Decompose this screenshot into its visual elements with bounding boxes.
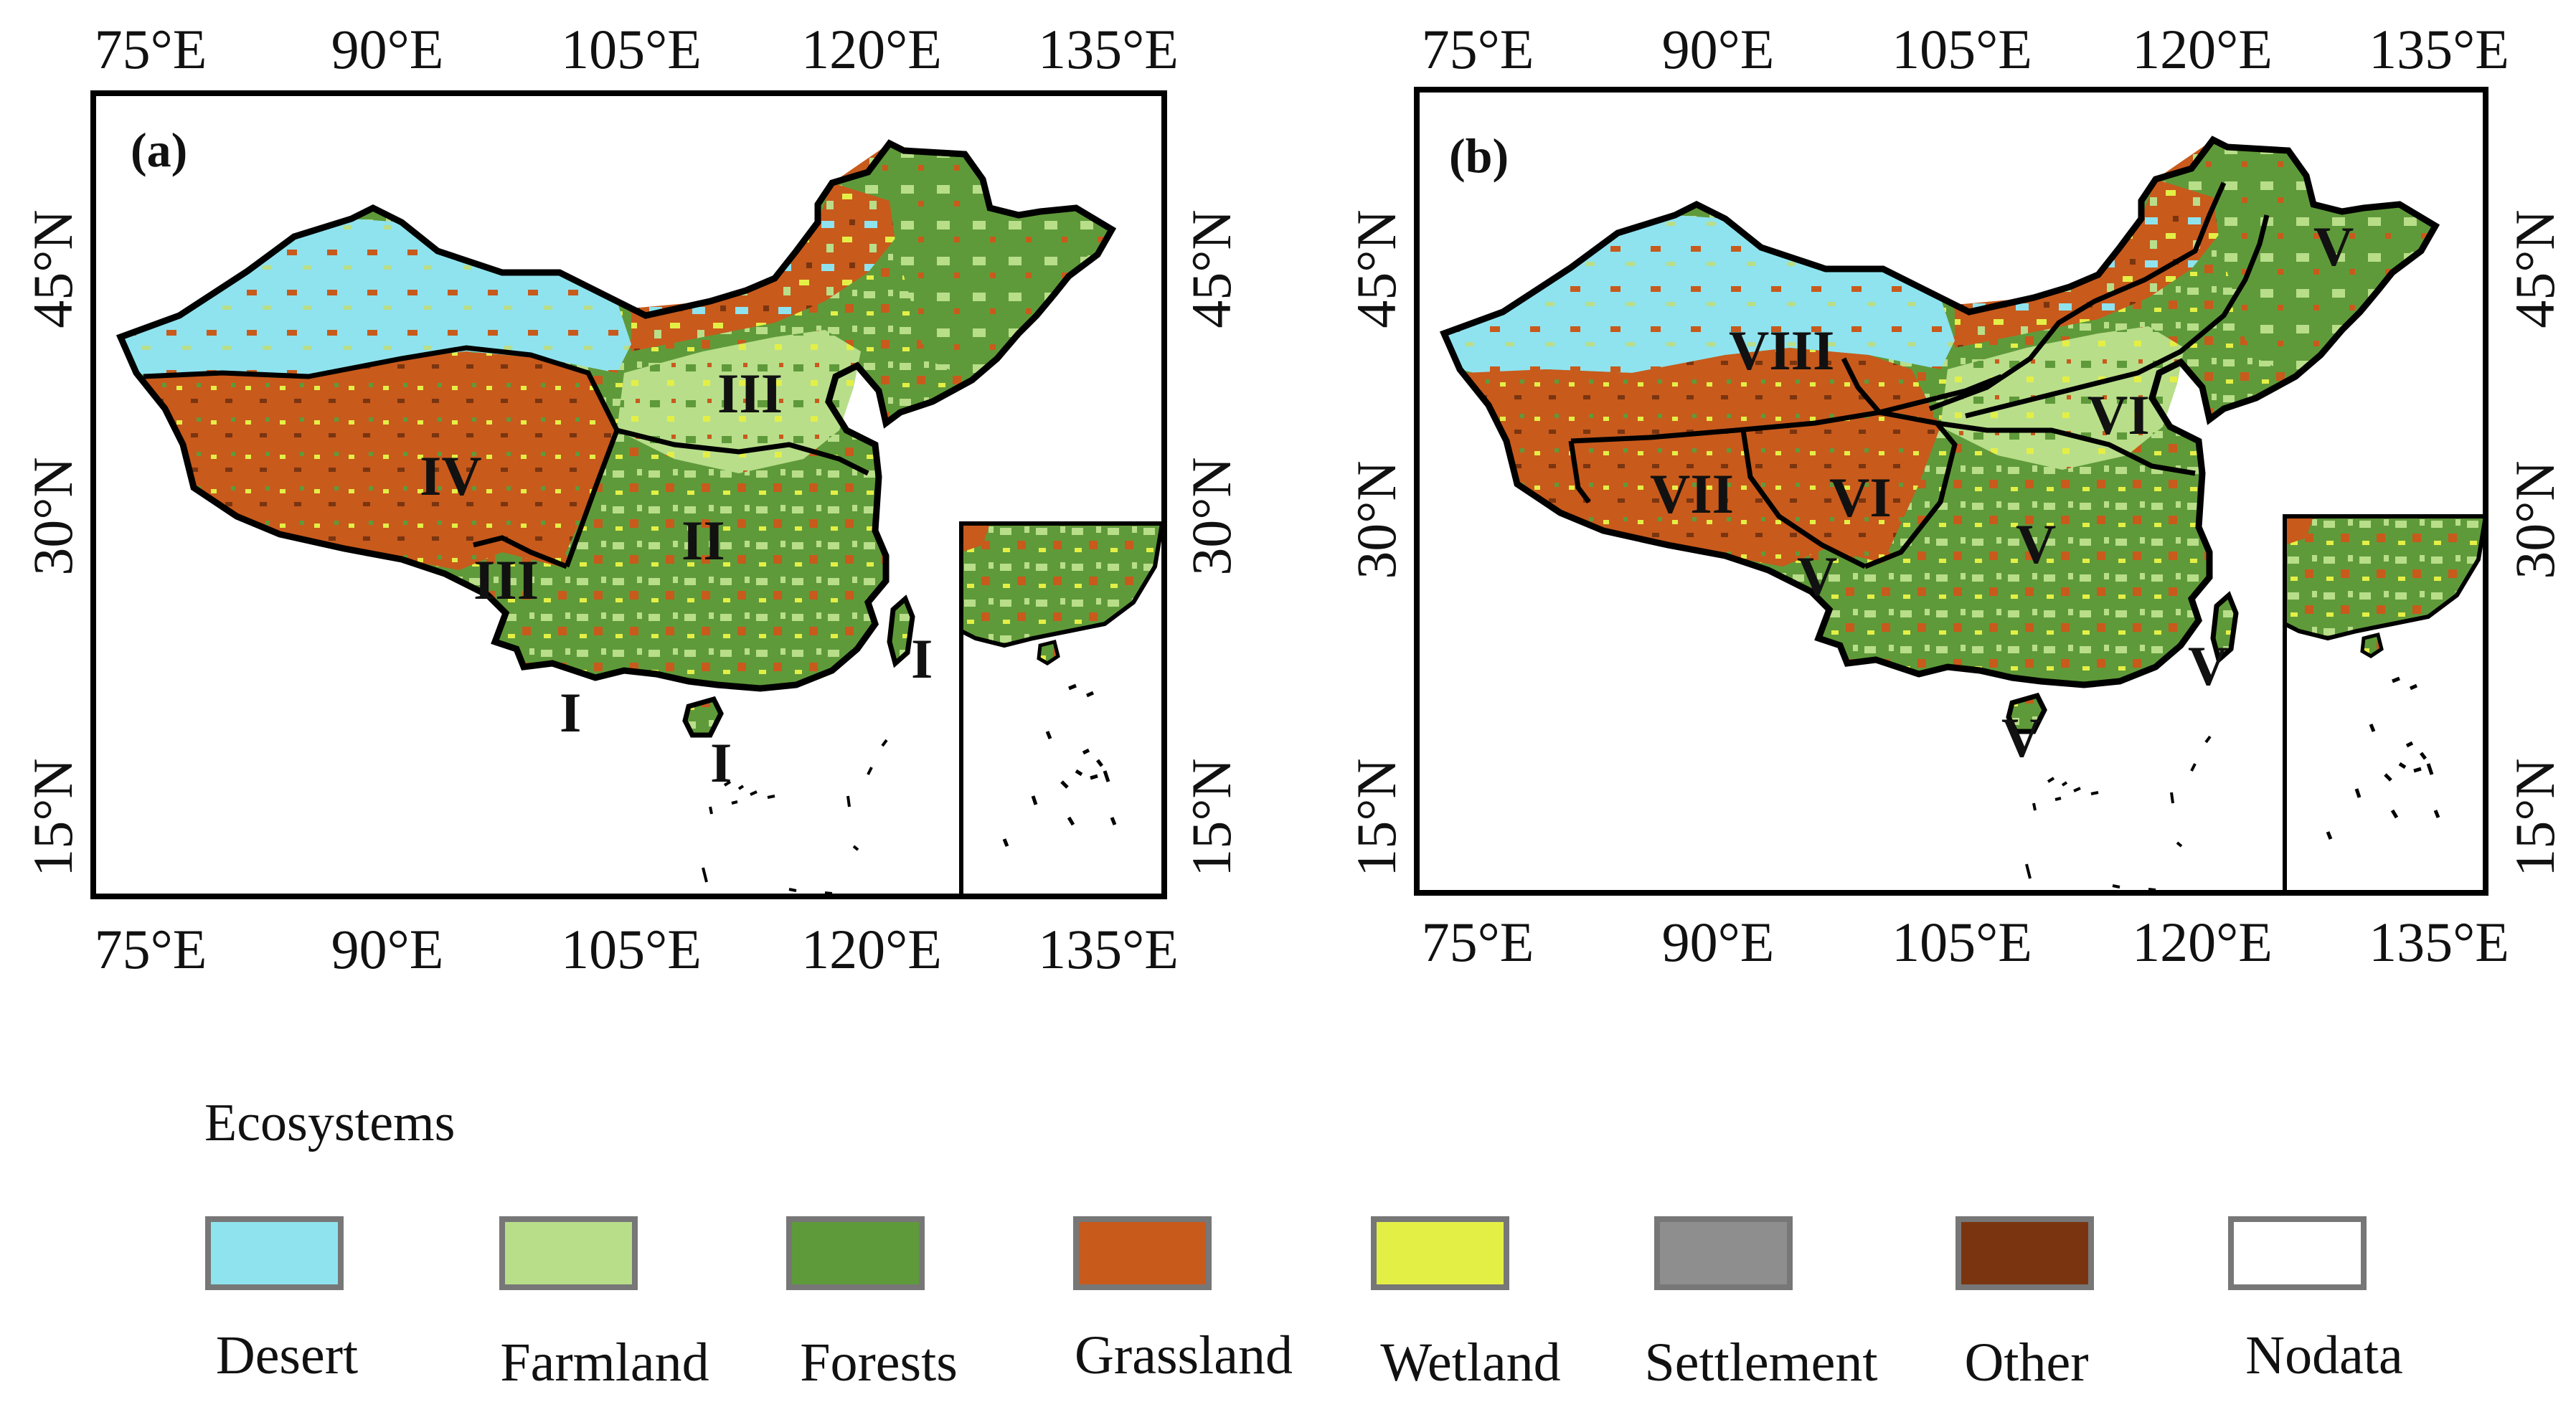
left-lat-tick-b-2: 30°N [1345, 460, 1407, 579]
panel-b: 75°E 90°E 105°E 120°E 135°E (b) V VI VI … [1345, 18, 2566, 973]
bottom-lon-tick-b-5: 135°E [2369, 911, 2509, 973]
legend-label-settlement: Settlement [1644, 1332, 1877, 1393]
left-lat-tick-b-1: 45°N [1345, 209, 1407, 328]
bottom-lon-tick-b-1: 75°E [1422, 911, 1534, 973]
top-lon-tick-b-4: 120°E [2132, 18, 2273, 80]
left-lat-tick-a-1: 45°N [22, 209, 84, 328]
right-lat-tick-a-2: 30°N [1180, 457, 1242, 576]
top-lon-tick-a-4: 120°E [801, 18, 942, 80]
region-label-a-2: II [681, 509, 725, 572]
boundary-b-4 [1864, 421, 1958, 569]
top-lon-tick-b-3: 105°E [1892, 18, 2032, 80]
panel-a: 75°E 90°E 105°E 120°E 135°E (a) I II III… [22, 18, 1242, 980]
panel-label-b: (b) [1449, 128, 1509, 183]
legend-label-grassland: Grassland [1075, 1325, 1293, 1386]
top-lon-tick-a-1: 75°E [95, 18, 207, 80]
region-label-b-6: V [2016, 513, 2056, 575]
boundary-b-3 [1740, 430, 1867, 569]
boundary-b-7 [1928, 181, 2227, 412]
right-lat-tick-b-1: 45°N [2504, 209, 2566, 328]
top-lon-tick-a-2: 90°E [331, 18, 444, 80]
left-lat-tick-a-2: 30°N [22, 457, 84, 576]
legend-swatch-forests [786, 1216, 925, 1290]
inset-a [959, 521, 1166, 904]
region-label-b-2: VI [2087, 384, 2150, 446]
region-label-b-1: V [2313, 215, 2354, 278]
boundary-a-4 [473, 535, 568, 569]
bottom-lon-tick-a-1: 75°E [95, 918, 207, 980]
legend-label-nodata: Nodata [2245, 1325, 2402, 1386]
right-lat-tick-b-2: 30°N [2504, 460, 2566, 579]
boundary-a-1 [143, 345, 620, 432]
right-lat-tick-a-1: 45°N [1180, 209, 1242, 328]
region-label-a-1: I [911, 627, 933, 690]
legend-swatch-grassland [1073, 1216, 1212, 1290]
legend-swatch-other [1955, 1216, 2094, 1290]
region-label-b-3: VI [1829, 466, 1892, 529]
bottom-lon-tick-b-4: 120°E [2132, 911, 2273, 973]
top-lon-tick-a-3: 105°E [561, 18, 702, 80]
boundary-b-8 [1965, 214, 2270, 419]
legend-swatch-wetland [1371, 1216, 1509, 1290]
boundary-b-6 [1936, 420, 2196, 476]
bottom-lon-tick-a-5: 135°E [1038, 918, 1179, 980]
boundary-a-2 [564, 429, 620, 568]
top-lon-tick-b-2: 90°E [1662, 18, 1775, 80]
top-lon-tick-b-5: 135°E [2369, 18, 2509, 80]
bottom-lon-tick-a-3: 105°E [561, 918, 702, 980]
legend-swatch-nodata [2228, 1216, 2367, 1290]
region-label-b-8: V [2188, 635, 2228, 697]
top-lon-tick-a-5: 135°E [1038, 18, 1179, 80]
map-frame-a [90, 90, 1167, 899]
panel-label-a: (a) [131, 123, 187, 177]
left-lat-tick-b-3: 15°N [1345, 758, 1407, 877]
legend-title: Ecosystems [204, 1094, 455, 1152]
legend-label-desert: Desert [216, 1325, 358, 1386]
region-label-a-7: I [710, 731, 732, 794]
region-label-a-6: I [560, 681, 581, 744]
bottom-lon-tick-b-2: 90°E [1662, 911, 1775, 973]
region-label-b-9: V [2001, 706, 2042, 769]
region-label-a-4: IV [420, 445, 482, 507]
region-label-b-7: V [1797, 545, 1837, 607]
boundary-b-2 [1568, 440, 1591, 504]
right-lat-tick-a-3: 15°N [1180, 758, 1242, 877]
region-label-b-4: VII [1650, 463, 1734, 525]
bottom-lon-tick-a-4: 120°E [801, 918, 942, 980]
legend-swatch-farmland [499, 1216, 638, 1290]
legend-label-other: Other [1964, 1332, 2088, 1393]
legend-swatch-settlement [1654, 1216, 1793, 1290]
boundary-b-5 [1841, 357, 2003, 415]
left-lat-tick-a-3: 15°N [22, 758, 84, 877]
legend-label-wetland: Wetland [1380, 1332, 1560, 1393]
bottom-lon-tick-a-2: 90°E [331, 918, 444, 980]
boundary-b-1 [1570, 409, 1938, 444]
region-label-a-3: III [717, 362, 783, 425]
region-label-a-5: III [473, 549, 539, 611]
legend-label-farmland: Farmland [500, 1332, 709, 1393]
inset-b [2283, 514, 2488, 896]
boundary-a-3 [616, 427, 869, 476]
map-frame-b [1414, 87, 2488, 896]
right-lat-tick-b-3: 15°N [2504, 758, 2566, 877]
legend-swatch-desert [205, 1216, 344, 1290]
bottom-lon-tick-b-3: 105°E [1892, 911, 2032, 973]
region-label-b-5: VIII [1729, 319, 1834, 382]
top-lon-tick-b-1: 75°E [1422, 18, 1534, 80]
legend: Ecosystems Desert Farmland Forests Grasslan… [204, 1094, 2403, 1393]
legend-label-forests: Forests [800, 1332, 958, 1393]
